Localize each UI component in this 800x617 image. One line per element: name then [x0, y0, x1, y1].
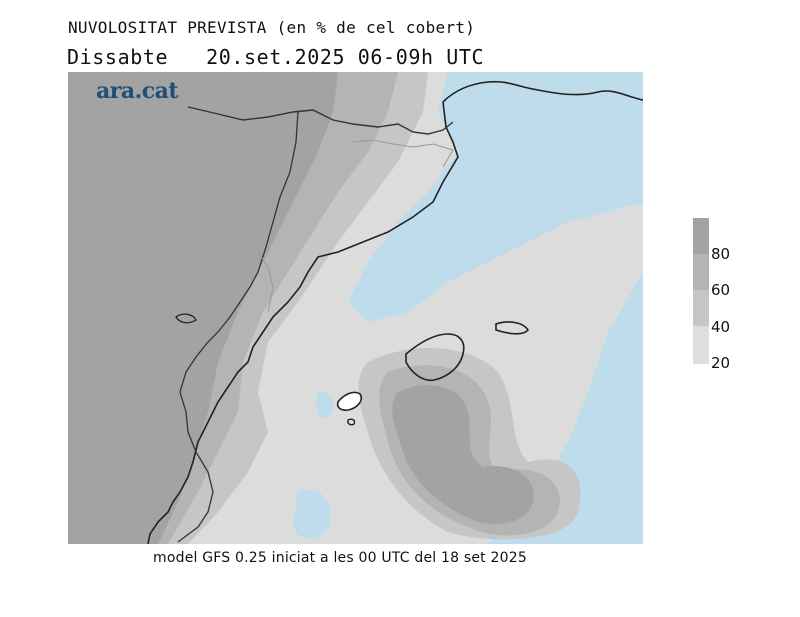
island-eivissa	[336, 391, 363, 411]
region-boundary	[177, 111, 299, 543]
forecast-time: 20.set.2025 06-09h UTC	[206, 45, 485, 69]
island-small	[175, 313, 197, 324]
coastline	[147, 80, 643, 544]
legend-swatch-40	[693, 290, 709, 326]
legend-swatch-80	[693, 218, 709, 254]
cloud-cover-map	[68, 72, 643, 544]
legend-swatch-20	[693, 326, 709, 364]
island-mallorca	[405, 333, 465, 382]
island-formentera	[347, 418, 356, 426]
sea-clear-pocket	[316, 391, 334, 418]
color-legend	[693, 218, 709, 364]
sea-clear-pocket	[293, 489, 331, 539]
island-menorca	[495, 321, 529, 335]
region-boundary	[352, 139, 454, 168]
region-boundary	[257, 251, 274, 313]
legend-swatch-60	[693, 254, 709, 290]
cloud-cover-80-plus	[68, 72, 338, 544]
legend-label-40: 40	[711, 318, 731, 336]
sea-clear-pocket	[445, 198, 520, 258]
forecast-day: Dissabte	[67, 45, 169, 69]
model-info: model GFS 0.25 iniciat a les 00 UTC del …	[153, 550, 527, 566]
chart-title: NUVOLOSITAT PREVISTA (en % de cel cobert…	[68, 18, 476, 37]
legend-label-80: 80	[711, 245, 731, 263]
ara-cat-logo: ara.cat	[96, 78, 179, 104]
legend-label-20: 20	[711, 354, 731, 372]
border-line	[187, 106, 454, 135]
cloud-cover-80-plus	[392, 384, 534, 525]
forecast-date: Dissabte 20.set.2025 06-09h UTC	[67, 45, 484, 69]
legend-label-60: 60	[711, 281, 731, 299]
